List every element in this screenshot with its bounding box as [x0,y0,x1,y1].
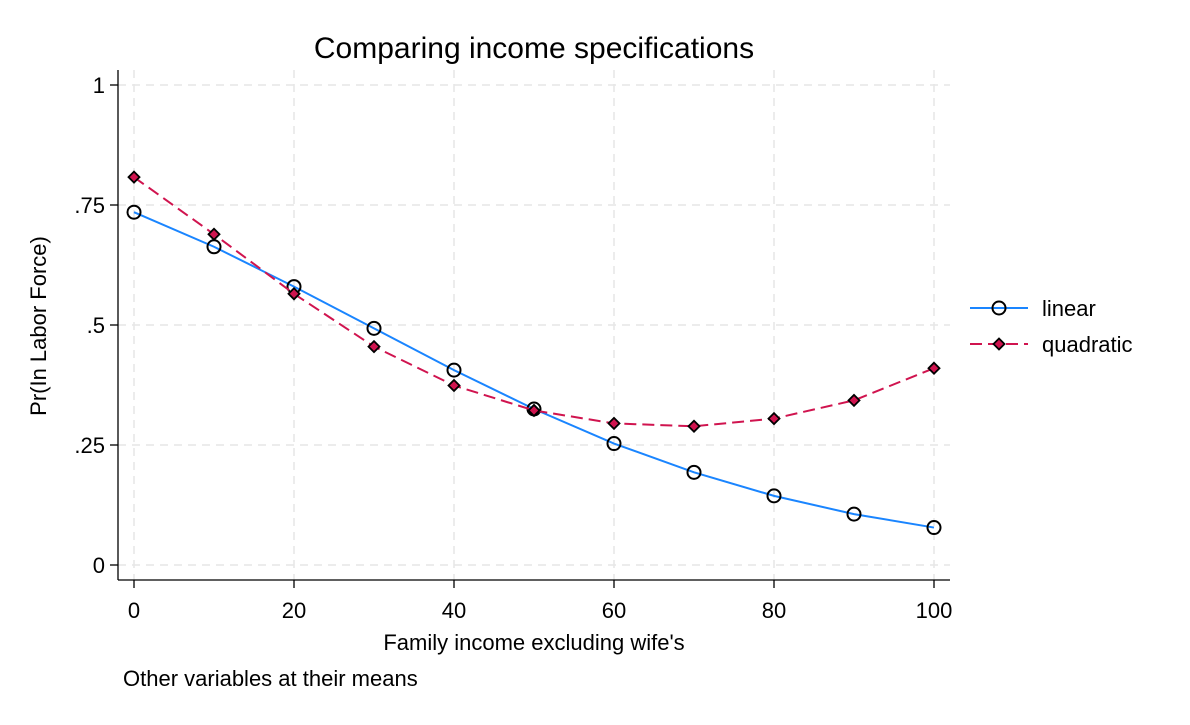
series-line-linear [133,211,935,529]
x-tick-label: 20 [282,598,306,623]
x-axis-label: Family income excluding wife's [383,630,684,655]
series-quadratic [127,170,941,434]
series-layer [126,170,942,536]
data-point-quadratic [847,393,861,408]
data-point-quadratic [527,403,541,418]
data-point-linear [446,362,462,378]
data-point-quadratic [607,416,621,431]
y-tick-label: 0 [93,553,105,578]
x-tick-label: 0 [128,598,140,623]
axis-layer: 0 20 40 60 80 100 0 .25 .5 .75 1 [74,70,952,623]
data-point-quadratic [767,411,781,426]
y-tick-label: .5 [87,313,105,338]
data-point-quadratic [207,227,221,242]
data-point-linear [366,320,382,336]
series-linear [126,204,942,536]
grid-layer [118,70,950,580]
legend-label-linear: linear [1042,296,1096,321]
x-tick-label: 80 [762,598,786,623]
legend-marker-quadratic [992,337,1006,351]
legend: linear quadratic [970,296,1133,357]
legend-item-quadratic: quadratic [970,332,1133,357]
data-point-quadratic [447,378,461,393]
chart-title: Comparing income specifications [314,32,754,65]
data-point-quadratic [367,339,381,354]
data-point-linear [926,520,942,536]
legend-item-linear: linear [970,296,1096,321]
x-tick-label: 60 [602,598,626,623]
x-tick-label: 40 [442,598,466,623]
data-point-linear [126,204,142,220]
data-point-linear [686,464,702,480]
y-tick-label: 1 [93,73,105,98]
data-point-quadratic [287,287,301,301]
data-point-quadratic [927,361,941,375]
legend-label-quadratic: quadratic [1042,332,1133,357]
data-point-quadratic [687,419,701,434]
legend-marker-linear [991,300,1007,316]
y-axis-label: Pr(In Labor Force) [26,236,51,416]
x-tick-label: 100 [916,598,953,623]
data-point-quadratic [127,170,141,184]
data-point-linear [766,488,782,504]
data-point-linear [606,436,622,452]
data-point-linear [846,506,862,522]
y-tick-label: .25 [74,433,105,458]
chart-note: Other variables at their means [123,666,418,691]
series-line-quadratic [133,176,935,428]
y-tick-label: .75 [74,193,105,218]
